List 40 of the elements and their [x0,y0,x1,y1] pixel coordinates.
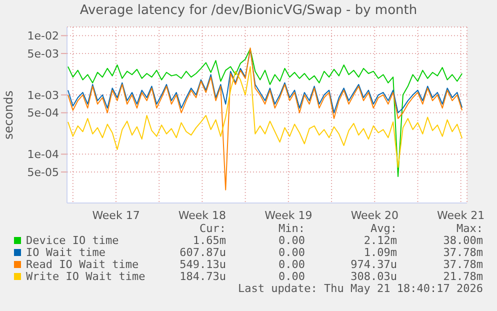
text: 1.65m [192,234,226,247]
text: 308.03u [350,270,397,283]
line-series [67,49,463,114]
y-tick-label: 5e-05 [27,166,59,179]
x-tick-label: Week 17 [92,208,140,222]
x-tick-label: Week 19 [264,208,312,222]
text: 1.09m [362,246,397,259]
text: 549.13u [178,258,226,271]
legend-label: Device IO time [26,234,119,247]
text: 21.78m [442,270,483,283]
text: 2.12m [362,234,397,247]
text: Max: [456,222,483,235]
text: 0.00 [278,270,305,283]
text: 0.00 [278,246,305,259]
text: 37.78m [442,246,483,259]
text: 607.87u [178,246,226,259]
y-tick-label: 5e-03 [27,47,59,60]
text: Avg: [370,222,397,235]
text: 184.73u [178,270,226,283]
legend-label: IO Wait time [26,246,106,259]
y-tick-label: 1e-04 [27,148,59,162]
x-tick-label: Week 20 [350,208,398,222]
text: 37.78m [442,258,483,271]
x-tick-label: Week 21 [437,208,485,222]
chart-title: Average latency for /dev/BionicVG/Swap - by month [78,3,418,18]
text: Cur: [198,222,226,235]
y-tick-label: 1e-03 [27,88,59,102]
text: 0.00 [278,258,305,271]
y-tick-label: 1e-02 [27,30,59,43]
line-series [67,66,463,168]
legend-label: Read IO Wait time [26,258,139,271]
text: 0.00 [278,234,305,247]
text: 974.37u [350,258,397,271]
legend-label: Write IO Wait time [26,270,146,283]
x-tick-label: Week 18 [178,208,226,222]
text: Min: [278,222,305,235]
text: Last update: Thu May 21 18:40:17 2026 [236,282,483,295]
text: 38.00m [442,234,483,247]
y-axis-title: seconds [1,90,16,140]
y-tick-label: 5e-04 [27,106,59,120]
